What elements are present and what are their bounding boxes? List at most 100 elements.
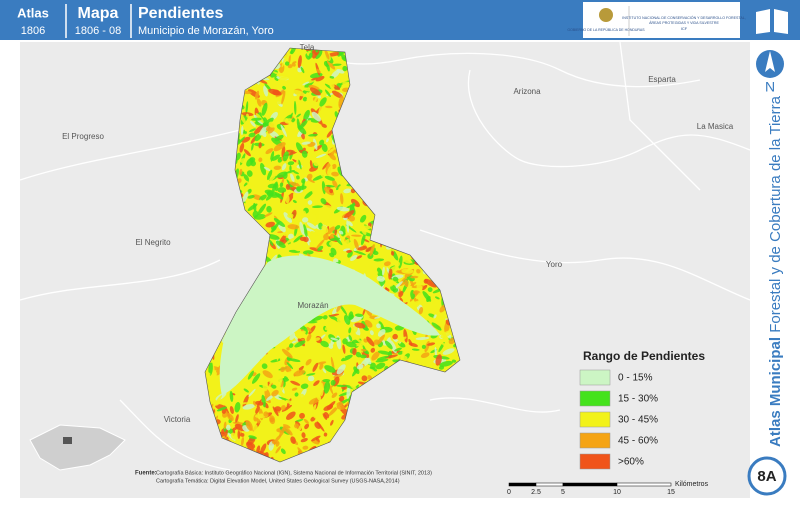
legend-swatch	[579, 411, 611, 428]
slope-patch	[276, 351, 280, 361]
slope-patch	[320, 340, 329, 348]
slope-patch	[362, 308, 366, 316]
slope-patch	[254, 133, 262, 142]
slope-patch	[322, 207, 331, 211]
scale-unit: Kilómetros	[675, 481, 709, 488]
slope-patch	[215, 395, 223, 405]
slope-patch	[308, 133, 318, 137]
slope-patch	[289, 165, 292, 172]
logo-text: ICF	[681, 26, 688, 31]
slope-patch	[302, 407, 309, 412]
slope-patch	[323, 381, 330, 394]
slope-patch	[350, 222, 357, 228]
slope-patch	[316, 342, 328, 350]
legend-swatch	[579, 369, 611, 386]
slope-patch	[329, 83, 335, 89]
slope-patch	[286, 169, 295, 174]
slope-patch	[316, 421, 325, 432]
slope-patch	[326, 217, 334, 224]
map-number: 1806 - 08	[75, 25, 121, 37]
slope-patch	[260, 443, 267, 454]
slope-patch	[282, 232, 287, 237]
slope-patch	[288, 343, 294, 348]
slope-patch	[282, 151, 289, 162]
slope-patch	[331, 171, 339, 177]
slope-patch	[303, 418, 309, 424]
slope-patch	[265, 148, 274, 155]
slope-patch	[286, 411, 296, 420]
slope-patch	[294, 423, 299, 429]
slope-patch	[367, 368, 376, 376]
slope-patch	[321, 225, 329, 234]
book-icon	[756, 9, 788, 34]
scale-label: 15	[667, 489, 675, 496]
slope-patch	[402, 347, 406, 356]
slope-patch	[301, 178, 306, 184]
slope-patch	[348, 327, 352, 334]
slope-patch	[303, 224, 308, 237]
slope-patch	[246, 113, 249, 118]
slope-patch	[259, 124, 269, 136]
atlas-number: 1806	[21, 25, 45, 37]
slope-patch	[290, 173, 295, 182]
slope-patch	[256, 98, 262, 107]
slope-patch	[258, 199, 263, 206]
slope-patch	[378, 321, 385, 330]
slope-patch	[350, 254, 358, 261]
slope-patch	[240, 158, 247, 164]
slope-patch	[251, 117, 262, 121]
slope-patch	[324, 322, 336, 331]
slope-patch	[287, 161, 295, 166]
slope-patch	[270, 150, 275, 162]
slope-patch	[302, 250, 314, 255]
slope-patch	[229, 390, 234, 402]
slope-patch	[421, 284, 428, 291]
slope-patch	[348, 215, 356, 222]
slope-patch	[294, 392, 299, 397]
slope-patch	[404, 279, 409, 288]
slope-patch	[279, 182, 284, 188]
slope-patch	[327, 147, 335, 154]
slope-patch	[293, 369, 305, 377]
scale-label: 5	[561, 489, 565, 496]
slope-patch	[288, 54, 291, 64]
slope-patch	[339, 304, 348, 316]
slope-patch	[226, 413, 234, 421]
scale-label: 2.5	[531, 489, 541, 496]
slope-patch	[293, 335, 299, 342]
slope-patch	[316, 153, 327, 159]
slope-patch	[235, 414, 239, 423]
slope-patch	[268, 88, 282, 96]
slope-patch	[301, 67, 314, 75]
slope-patch	[229, 406, 234, 414]
slope-patch	[276, 380, 282, 392]
slope-patch	[336, 364, 346, 375]
slope-patch	[395, 261, 401, 267]
slope-patch	[322, 368, 327, 374]
slope-patch	[271, 429, 277, 439]
slope-patch	[285, 184, 291, 190]
slope-patch	[298, 120, 308, 130]
slope-patch	[327, 165, 333, 176]
slope-patch	[342, 239, 350, 248]
slope-patch	[296, 175, 300, 180]
slope-patch	[253, 380, 264, 388]
slope-patch	[311, 111, 321, 122]
logo-text: ÁREAS PROTEGIDAS Y VIDA SILVESTRE	[649, 21, 719, 25]
slope-patch	[290, 436, 296, 444]
slope-patch	[245, 420, 253, 431]
slope-patch	[259, 194, 267, 201]
slope-patch	[208, 361, 213, 376]
slope-patch	[246, 441, 254, 451]
slope-patch	[383, 261, 391, 267]
slope-patch	[306, 222, 317, 229]
slope-patch	[373, 258, 385, 262]
slope-patch	[355, 351, 362, 358]
slope-patch	[308, 397, 321, 405]
slope-patch	[247, 370, 254, 380]
source-label: Fuente:	[135, 471, 157, 477]
slope-patch	[308, 84, 320, 91]
slope-patch	[326, 350, 336, 354]
slope-patch	[301, 432, 306, 439]
slope-patch	[333, 234, 343, 246]
